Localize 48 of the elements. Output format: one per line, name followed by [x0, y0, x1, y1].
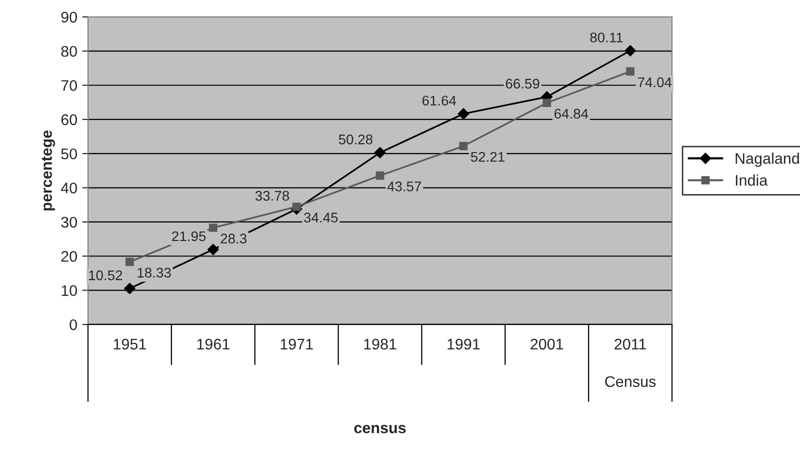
x-tick-label: 1981 — [364, 338, 396, 350]
data-label: 66.59 — [506, 78, 540, 89]
point — [624, 45, 636, 56]
x-tick-label: 2001 — [530, 338, 564, 350]
y-tick-label: 90 — [61, 12, 77, 23]
data-label: 33.78 — [255, 190, 290, 201]
y-tick-label: 40 — [60, 182, 77, 194]
point — [126, 258, 134, 266]
y-tick-label: 0 — [70, 319, 77, 330]
data-label: 18.33 — [138, 268, 171, 278]
legend-label: India — [736, 174, 768, 186]
data-label: 52.21 — [470, 152, 504, 162]
point — [542, 98, 552, 108]
point — [124, 282, 136, 294]
x-tick-label: 1951 — [114, 338, 146, 350]
point — [459, 142, 468, 150]
x-axis-title: census — [354, 424, 406, 434]
data-label: 10.52 — [89, 270, 122, 280]
data-label: 21.95 — [172, 231, 206, 242]
data-label: 50.28 — [338, 134, 372, 144]
data-label: 80.11 — [590, 32, 623, 42]
point — [626, 67, 634, 76]
y-axis-title: percentege — [42, 130, 56, 210]
y-tick-label: 10 — [62, 285, 77, 296]
data-label: 43.57 — [387, 182, 422, 192]
x-tick-label: 1971 — [280, 338, 313, 350]
point — [208, 244, 219, 256]
x-tick-label: 1991 — [448, 338, 480, 350]
y-tick-label: 70 — [61, 80, 77, 91]
y-tick-label: 60 — [61, 114, 77, 126]
data-label: 34.45 — [304, 212, 338, 222]
data-label: 61.64 — [422, 96, 456, 106]
legend-label: Nagaland — [736, 152, 799, 167]
x-tick-label: 1961 — [197, 338, 230, 350]
point — [374, 147, 386, 158]
text: Census — [605, 376, 656, 388]
point — [292, 202, 301, 211]
x-tick-label: 2011 — [614, 338, 646, 350]
point — [458, 108, 470, 120]
data-label: 28.3 — [220, 234, 247, 244]
data-label: 74.04 — [638, 77, 672, 88]
point — [376, 171, 384, 180]
y-tick-label: 20 — [61, 250, 77, 262]
y-tick-label: 50 — [61, 148, 77, 160]
y-tick-label: 30 — [61, 216, 77, 228]
y-tick-label: 80 — [61, 46, 77, 57]
point — [208, 224, 218, 232]
data-label: 64.84 — [554, 108, 588, 119]
